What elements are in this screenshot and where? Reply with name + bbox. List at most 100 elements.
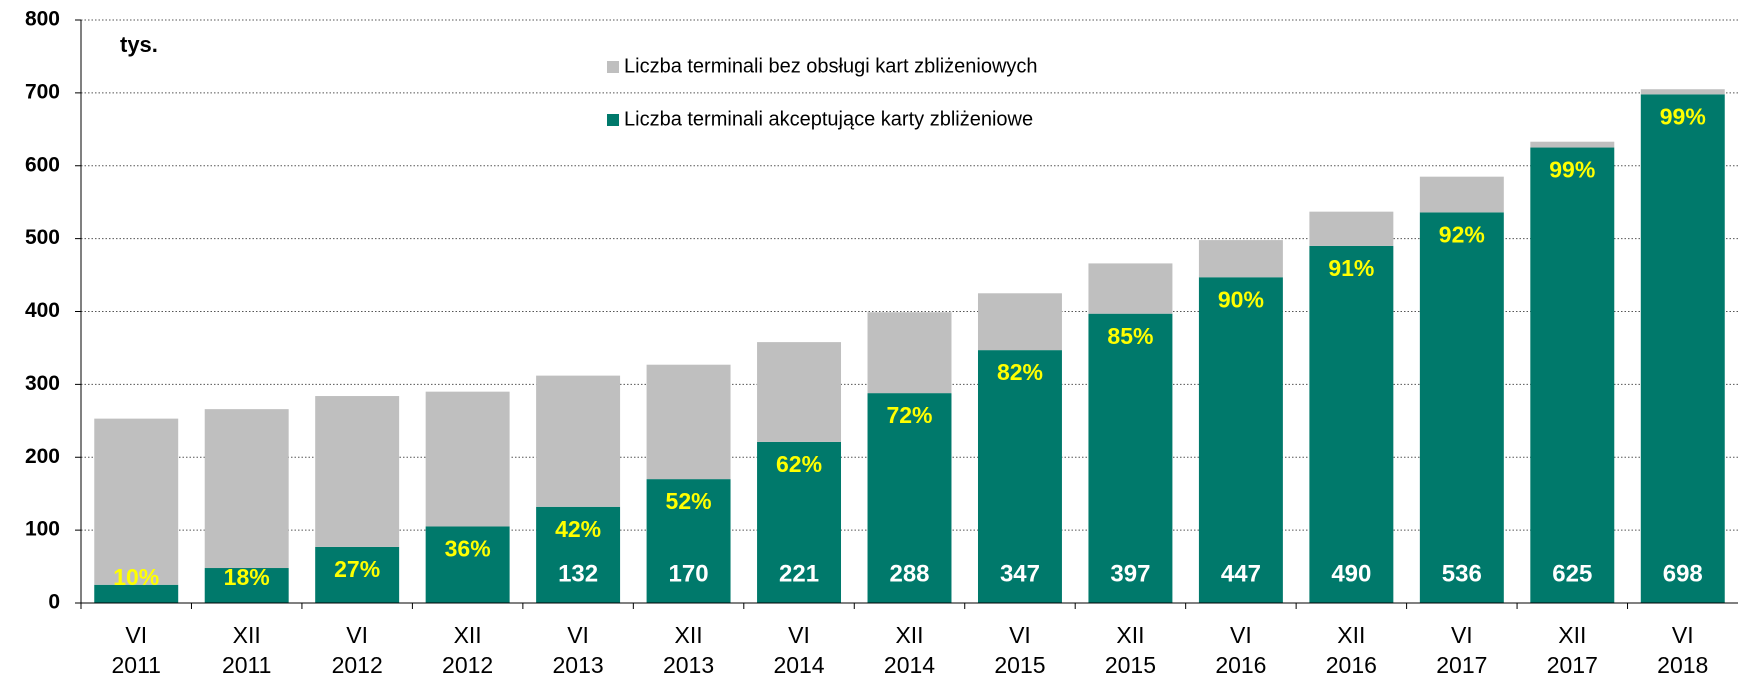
bar-segment [315, 546, 400, 603]
x-tick-label: 2018 [1657, 652, 1708, 676]
x-tick-label: XII [233, 622, 261, 648]
x-tick-label: 2013 [553, 652, 604, 676]
value-label: 170 [669, 560, 709, 587]
bar-segment [1309, 211, 1394, 246]
bar-segment [1088, 313, 1173, 603]
value-label: 347 [1000, 560, 1040, 587]
x-tick-label: XII [1558, 622, 1586, 648]
x-tick-label: VI [125, 622, 147, 648]
bar-segment [536, 506, 621, 603]
y-tick-label: 200 [25, 445, 60, 468]
bar-segment [94, 584, 179, 603]
bar-segment [757, 342, 842, 442]
bar-segment [757, 441, 842, 603]
bar-segment [646, 364, 731, 480]
y-tick-label: 500 [25, 226, 60, 249]
y-tick-label: 300 [25, 372, 60, 395]
bar-segment [646, 479, 731, 603]
x-tick-label: VI [1230, 622, 1252, 648]
share-label: 27% [334, 556, 380, 582]
y-tick-label: 600 [25, 153, 60, 176]
bar-segment [1309, 245, 1394, 603]
bar-segment [1530, 141, 1615, 148]
share-label: 85% [1107, 323, 1153, 349]
share-label: 52% [666, 488, 712, 514]
value-label: 536 [1442, 560, 1482, 587]
value-label: 490 [1331, 560, 1371, 587]
y-tick-label: 0 [48, 591, 60, 614]
x-tick-label: 2013 [663, 652, 714, 676]
x-tick-label: 2012 [332, 652, 383, 676]
x-tick-label: XII [1337, 622, 1365, 648]
x-tick-label: XII [454, 622, 482, 648]
bar-segment [1198, 240, 1283, 278]
bar-segment [1530, 147, 1615, 603]
bar-segment [204, 409, 289, 569]
share-label: 99% [1549, 157, 1595, 183]
x-tick-label: 2011 [111, 652, 160, 676]
unit-annotation: tys. [120, 32, 158, 57]
x-tick-label: 2015 [994, 652, 1045, 676]
legend-label: Liczba terminali akceptujące karty zbliż… [624, 108, 1033, 130]
bar-segment [1198, 277, 1283, 603]
value-label: 698 [1663, 560, 1703, 587]
x-tick-label: VI [1451, 622, 1473, 648]
x-tick-label: 2017 [1547, 652, 1598, 676]
share-label: 42% [555, 516, 601, 542]
share-label: 18% [224, 564, 270, 590]
x-tick-label: XII [1116, 622, 1144, 648]
bar-segment [536, 375, 621, 507]
legend-label: Liczba terminali bez obsługi kart zbliże… [624, 55, 1038, 77]
y-tick-label: 400 [25, 299, 60, 322]
x-tick-label: XII [675, 622, 703, 648]
x-tick-label: VI [567, 622, 589, 648]
share-label: 92% [1439, 221, 1485, 247]
bar-segment [425, 391, 510, 527]
bar-segment [315, 396, 400, 547]
share-label: 10% [113, 564, 159, 590]
bar-segment [867, 393, 952, 603]
share-label: 62% [776, 451, 822, 477]
x-tick-label: 2017 [1436, 652, 1487, 676]
bar-segment [94, 418, 179, 585]
bar-segment [977, 293, 1062, 351]
x-tick-label: VI [1009, 622, 1031, 648]
legend-swatch [607, 114, 619, 126]
value-label: 132 [558, 560, 598, 587]
bar-segment [1088, 263, 1173, 314]
value-label: 625 [1552, 560, 1592, 587]
bar-segment [1640, 94, 1725, 604]
x-tick-label: 2014 [773, 652, 824, 676]
value-label: 447 [1221, 560, 1261, 587]
value-label: 288 [889, 560, 929, 587]
share-label: 72% [886, 402, 932, 428]
y-tick-label: 700 [25, 80, 60, 103]
y-tick-label: 100 [25, 518, 60, 541]
y-tick-label: 800 [25, 8, 60, 31]
share-label: 91% [1328, 255, 1374, 281]
bar-segment [425, 526, 510, 603]
value-label: 221 [779, 560, 819, 587]
x-tick-label: 2012 [442, 652, 493, 676]
share-label: 99% [1660, 103, 1706, 129]
x-tick-label: 2016 [1215, 652, 1266, 676]
bar-segment [204, 568, 289, 603]
x-tick-label: VI [788, 622, 810, 648]
x-tick-label: VI [1672, 622, 1694, 648]
share-label: 90% [1218, 286, 1264, 312]
x-tick-label: 2015 [1105, 652, 1156, 676]
x-tick-label: 2014 [884, 652, 935, 676]
share-label: 36% [445, 536, 491, 562]
x-tick-label: VI [346, 622, 368, 648]
x-tick-label: 2011 [222, 652, 271, 676]
x-tick-label: XII [895, 622, 923, 648]
bar-segment [1419, 212, 1504, 603]
bar-segment [867, 312, 952, 394]
value-label: 397 [1110, 560, 1150, 587]
bar-segment [977, 350, 1062, 603]
share-label: 82% [997, 359, 1043, 385]
bar-segment [1640, 89, 1725, 95]
bar-segment [1419, 176, 1504, 213]
x-tick-label: 2016 [1326, 652, 1377, 676]
